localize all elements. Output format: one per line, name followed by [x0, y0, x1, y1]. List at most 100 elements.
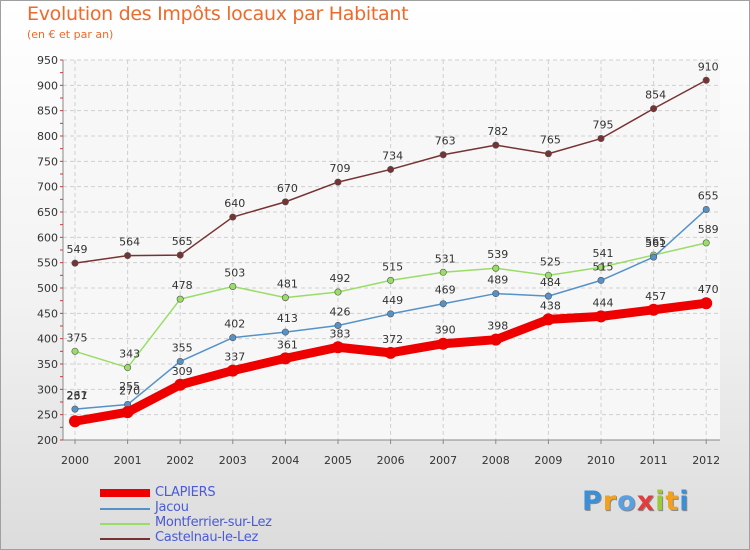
data-point [332, 341, 344, 354]
data-label: 237 [67, 389, 88, 402]
y-tick-label: 600 [37, 231, 58, 244]
data-point [226, 364, 239, 377]
data-point [281, 294, 289, 302]
chart-subtitle: (en € et par an) [27, 28, 114, 41]
data-point [281, 198, 289, 206]
data-label: 709 [330, 162, 351, 175]
data-point [229, 282, 237, 290]
legend-label: Montferrier-sur-Lez [155, 515, 272, 530]
y-tick-label: 300 [37, 383, 58, 396]
data-label: 515 [593, 260, 614, 273]
data-point [439, 268, 447, 276]
data-point [489, 333, 502, 346]
x-tick-label: 2006 [377, 454, 405, 467]
data-point [650, 105, 658, 113]
data-label: 390 [435, 324, 456, 337]
data-label: 854 [645, 89, 666, 102]
data-point [279, 352, 292, 365]
data-label: 457 [645, 290, 666, 303]
data-point [334, 288, 342, 296]
data-label: 484 [540, 276, 561, 289]
data-point [334, 178, 342, 186]
data-label: 565 [645, 235, 666, 248]
x-tick-label: 2011 [640, 454, 668, 467]
data-point [229, 213, 237, 221]
x-tick-label: 2003 [219, 454, 247, 467]
logo-letter: t [665, 486, 680, 517]
x-tick-label: 2008 [482, 454, 510, 467]
data-label: 489 [487, 274, 508, 287]
data-point [387, 310, 395, 318]
y-tick-label: 350 [37, 358, 58, 371]
legend-label: Castelnau-le-Lez [155, 530, 258, 545]
data-label: 492 [330, 272, 351, 285]
data-label: 375 [67, 331, 88, 344]
logo-letter: o [617, 486, 637, 517]
y-tick-label: 850 [37, 105, 58, 118]
legend-swatch [100, 523, 150, 525]
data-label: 541 [593, 247, 614, 260]
data-label: 564 [119, 236, 140, 249]
x-tick-label: 2000 [61, 454, 89, 467]
data-point [71, 347, 79, 355]
legend-swatch [100, 489, 150, 497]
data-point [597, 263, 605, 271]
data-label: 337 [224, 351, 245, 364]
x-tick-label: 2012 [692, 454, 720, 467]
data-label: 372 [382, 333, 403, 346]
data-point [597, 135, 605, 143]
data-point [437, 337, 450, 350]
data-label: 589 [698, 223, 719, 236]
data-point [176, 295, 184, 303]
data-point [700, 297, 713, 310]
data-point [492, 264, 500, 272]
data-point [69, 415, 81, 428]
data-label: 470 [698, 283, 719, 296]
data-point [121, 406, 134, 419]
data-label: 525 [540, 255, 561, 268]
data-label: 763 [435, 135, 456, 148]
logo-letter: i [655, 486, 666, 517]
data-label: 782 [487, 125, 508, 138]
data-point [71, 405, 79, 413]
data-point [647, 303, 660, 316]
data-label: 261 [67, 389, 88, 402]
data-label: 734 [382, 149, 403, 162]
y-tick-label: 400 [37, 333, 58, 346]
y-tick-label: 800 [37, 130, 58, 143]
legend-label: Jacou [155, 500, 189, 515]
data-label: 270 [119, 385, 140, 398]
data-label: 640 [224, 197, 245, 210]
data-point [281, 328, 289, 336]
data-point [229, 334, 237, 342]
line-chart: 200 250 300 350 400 450 500 550 600 650 700 750 800 8… [37, 54, 720, 467]
data-label: 503 [224, 266, 245, 279]
data-label: 413 [277, 312, 298, 325]
data-label: 655 [698, 189, 719, 202]
data-point [542, 313, 555, 326]
data-point [597, 276, 605, 284]
data-label: 255 [119, 380, 140, 393]
data-label: 478 [172, 279, 193, 292]
data-point [492, 290, 500, 298]
data-label: 795 [593, 119, 614, 132]
data-label: 361 [277, 338, 298, 351]
logo-letter: r [602, 486, 618, 517]
data-label: 910 [698, 60, 719, 73]
data-label: 481 [277, 278, 298, 291]
data-point [544, 150, 552, 158]
data-label: 565 [172, 235, 193, 248]
proxiti-logo: Proxiti [582, 486, 690, 517]
data-point [387, 165, 395, 173]
data-label: 355 [172, 341, 193, 354]
data-point [650, 253, 658, 261]
y-tick-label: 650 [37, 206, 58, 219]
y-tick-label: 500 [37, 282, 58, 295]
data-point [176, 357, 184, 365]
data-label: 426 [330, 305, 351, 318]
data-label: 402 [224, 318, 245, 331]
y-tick-label: 700 [37, 181, 58, 194]
legend-swatch [100, 508, 150, 510]
data-point [702, 205, 710, 213]
data-label: 449 [382, 294, 403, 307]
